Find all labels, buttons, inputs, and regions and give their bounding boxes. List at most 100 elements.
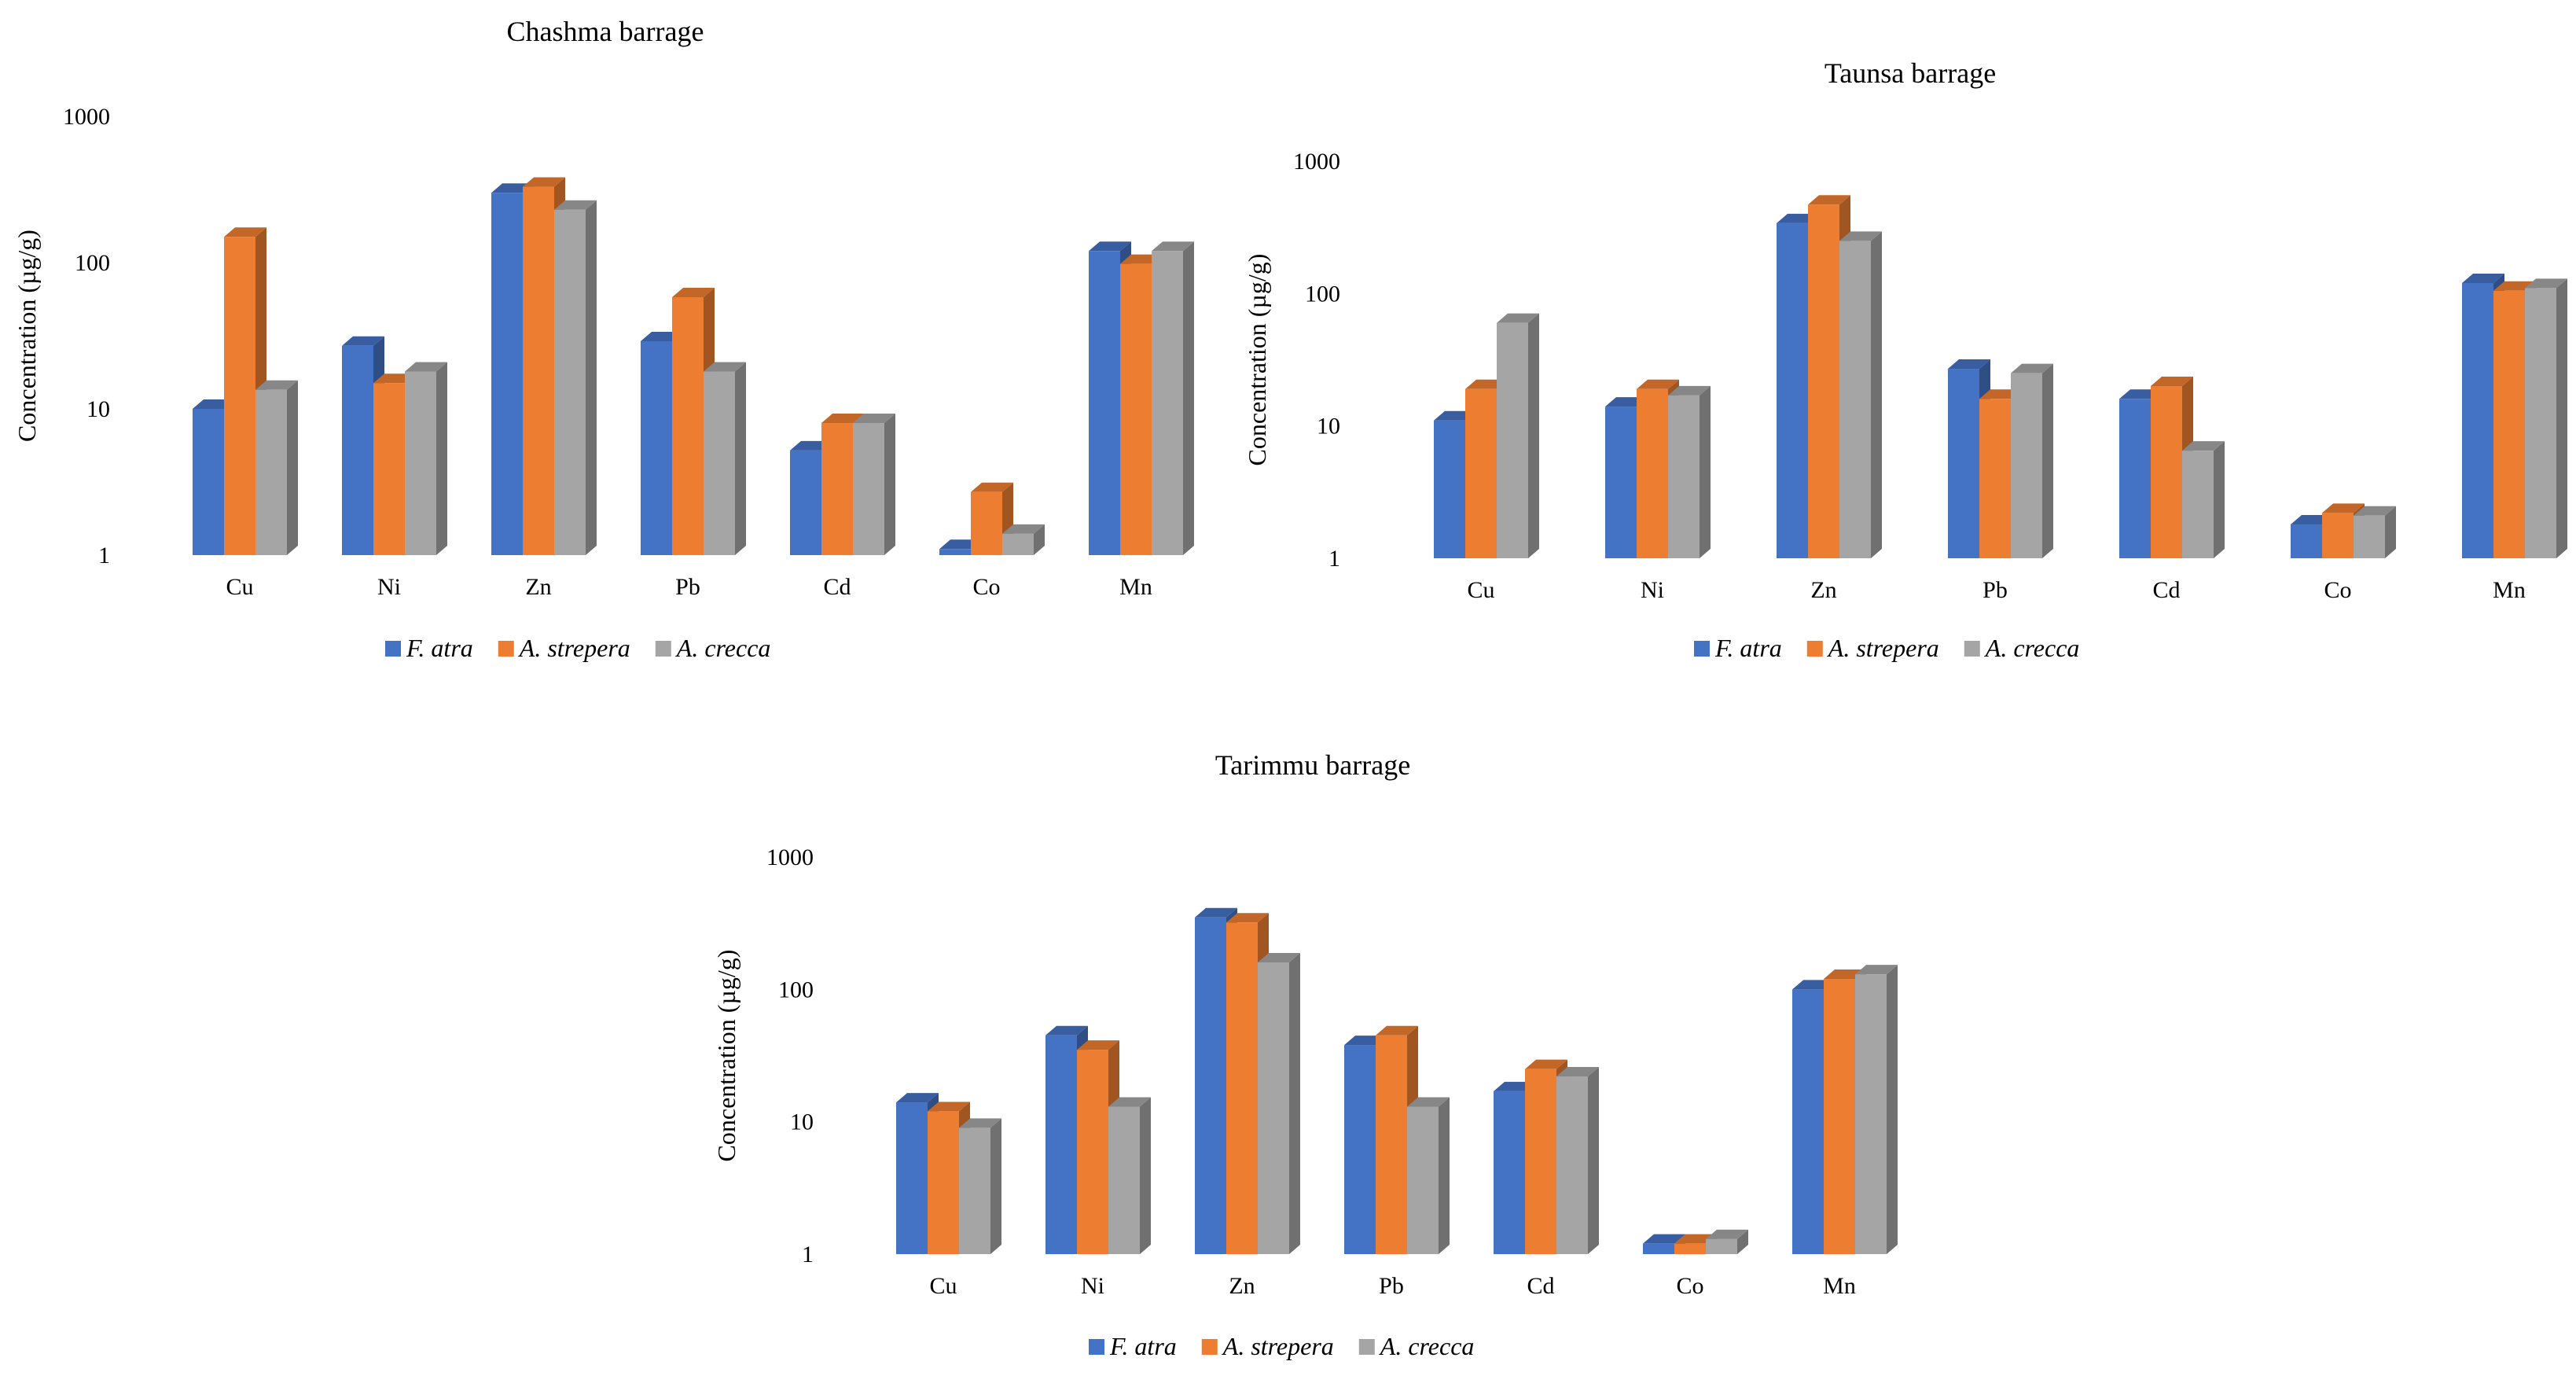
chart3-x-tick-co: Co [1676,1273,1703,1299]
chart2-bar-co-2-side [2385,506,2396,558]
chart3-x-tick-zn: Zn [1229,1273,1255,1299]
chart2-bar-pb-2 [2011,373,2042,558]
chart2-y-tick-1: 1 [1328,546,1340,572]
chart3-bar-co-1 [1674,1243,1706,1254]
chart1-bar-pb-2-side [735,362,746,555]
chart2-bar-pb-2-top [2011,363,2053,373]
chart3-bar-cd-1-top [1525,1059,1567,1069]
chart2-bar-co-1 [2322,513,2354,558]
chart3-bar-zn-2-top [1258,952,1300,962]
chart1-bar-pb-1-top [672,288,715,298]
chart3-bar-zn-2 [1258,962,1289,1254]
chart3-legend-label-2: A. crecca [1379,1332,1475,1360]
chart3-bar-cu-0 [896,1102,928,1254]
chart3-legend-swatch-0 [1089,1339,1104,1355]
chart2-bar-ni-0 [1605,407,1637,558]
chart1-x-tick-cd: Cd [823,574,851,600]
chart2-y-tick-100: 100 [1305,281,1340,307]
chart1-title: Chashma barrage [507,16,704,47]
chart2-bar-cd-2-side [2214,441,2225,558]
chart1-bar-co-2 [1002,533,1034,555]
chart3-bar-cd-0 [1494,1091,1525,1254]
chart2-bar-mn-0 [2462,283,2493,558]
chart3-legend-label-0: F. atra [1109,1332,1177,1360]
chart1-bar-cd-1-top [821,414,864,424]
chart1-legend-swatch-2 [655,641,671,657]
chart1-bar-zn-2-side [586,200,597,555]
chart3-bar-cu-2-top [959,1118,1001,1128]
chart1-bar-pb-0 [641,340,672,555]
chart2-x-tick-zn: Zn [1810,577,1836,603]
chart1-legend-swatch-0 [385,641,401,657]
chart2-bar-mn-0-top [2462,274,2504,284]
chart3-bar-pb-2-side [1439,1097,1450,1254]
chart1-bar-pb-2 [704,371,735,555]
chart3-bar-cd-2-side [1588,1067,1599,1254]
chart1-bar-cu-2-side [287,380,298,555]
chart2-bar-pb-0-top [1948,359,1990,370]
chart1-bar-co-2-top [1002,524,1045,534]
chart3-x-tick-mn: Mn [1823,1273,1856,1299]
chart1-bar-zn-1-top [523,177,565,187]
chart1-bar-mn-2 [1152,251,1183,555]
chart2-x-tick-cd: Cd [2152,577,2180,603]
chart1-bar-zn-2-top [554,200,597,210]
chart1-x-tick-ni: Ni [377,574,401,600]
chart3-bar-mn-2-top [1855,965,1898,975]
chart2-bar-mn-1 [2493,290,2525,558]
chart3-x-tick-cu: Cu [929,1273,957,1299]
chart2-y-tick-1000: 1000 [1293,149,1340,175]
chart3-bar-ni-2 [1108,1106,1140,1254]
chart2-bar-co-2-top [2354,506,2396,516]
chart2-bar-co-1-top [2322,503,2365,513]
chart2-bar-cu-2 [1497,322,1528,558]
chart3-bar-ni-1 [1077,1050,1108,1254]
chart1-bar-co-1-top [971,482,1013,492]
chart2-x-tick-cu: Cu [1467,577,1494,603]
chart1-x-tick-zn: Zn [525,574,551,600]
chart1-bar-mn-1 [1120,263,1152,555]
chart2-bar-cu-1 [1465,388,1497,558]
chart3-bar-mn-2-side [1887,965,1898,1254]
chart3-bar-pb-0 [1344,1045,1376,1254]
chart1-bar-mn-2-side [1183,241,1194,555]
chart2-bar-ni-2-top [1668,385,1711,395]
chart1-bar-pb-1 [672,297,704,555]
chart3-bar-ni-0-top [1045,1025,1088,1036]
chart1-bar-cd-1 [821,423,853,555]
chart2-bar-mn-2-side [2556,278,2567,558]
chart2-bar-ni-1-top [1637,379,1679,389]
chart1-bar-cd-2 [853,423,884,555]
chart2-bar-cd-2-top [2182,441,2225,451]
chart3-bar-mn-1 [1824,979,1855,1254]
chart3-bar-zn-0 [1195,917,1226,1254]
chart3-x-tick-pb: Pb [1379,1273,1404,1299]
chart1-bar-mn-0 [1089,251,1120,555]
chart1-bar-cu-2 [255,389,287,555]
chart3-bar-ni-1-top [1077,1040,1119,1050]
chart3-x-tick-ni: Ni [1081,1273,1104,1299]
chart2-bar-cu-0 [1434,420,1465,558]
chart1-bar-mn-0-top [1089,241,1131,252]
chart3-bar-co-0-top [1643,1234,1685,1244]
chart1-bar-cu-1 [224,237,255,555]
chart3-bar-pb-2-top [1407,1097,1450,1107]
chart3-bar-zn-1-top [1226,913,1269,923]
chart2-bar-mn-2-top [2525,278,2567,289]
chart1-x-tick-pb: Pb [675,574,700,600]
chart3-bar-zn-0-top [1195,907,1237,918]
chart3-y-tick-1: 1 [802,1242,814,1267]
chart2-bar-pb-0 [1948,369,1979,558]
chart2-bar-cd-1-top [2151,376,2193,386]
chart2-legend-swatch-1 [1806,641,1823,657]
chart1-y-tick-10: 10 [86,396,110,422]
chart1-legend-label-0: F. atra [406,634,473,662]
chart1-bar-cd-0 [790,450,821,555]
chart3-bar-co-2 [1706,1238,1737,1254]
chart2-x-tick-mn: Mn [2493,577,2526,603]
chart2-bar-cu-2-top [1497,313,1539,323]
chart3-bar-ni-0 [1045,1035,1077,1254]
chart1-legend-label-2: A. crecca [675,634,771,662]
chart3-bar-mn-2 [1855,974,1887,1254]
